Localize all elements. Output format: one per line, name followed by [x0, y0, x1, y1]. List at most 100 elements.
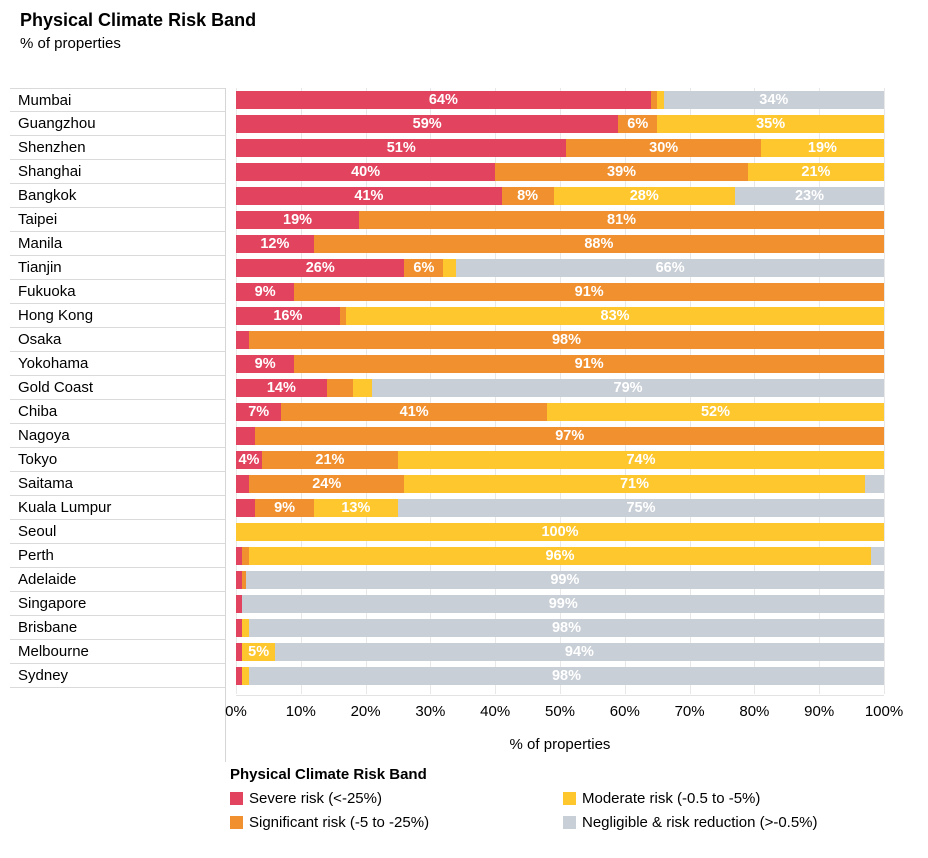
- bar-segment-negligible: 98%: [248, 619, 884, 637]
- category-label: Chiba: [10, 400, 225, 424]
- bar-segment-label: 71%: [619, 476, 650, 492]
- bar-segment-significant: 88%: [313, 235, 884, 253]
- bar-segment-negligible: 75%: [397, 499, 884, 517]
- bar-segment-label: 59%: [412, 116, 442, 132]
- bar-track: 7% 41% 52%: [236, 403, 884, 421]
- bar-track: 98%: [236, 667, 884, 685]
- bar-track: 59% 6% 35%: [236, 115, 884, 133]
- bar-track: 40% 39% 21%: [236, 163, 884, 181]
- bar-segment-label: 23%: [794, 188, 824, 204]
- bar-segment-negligible: 98%: [248, 667, 884, 685]
- bar-row: Gold Coast 14% 79%: [10, 376, 884, 400]
- bar-track: 51% 30% 19%: [236, 139, 884, 157]
- bar-row: Yokohama 9% 91%: [10, 352, 884, 376]
- bar-segment-significant: 41%: [281, 403, 548, 421]
- bar-track: 19% 81%: [236, 211, 884, 229]
- bar-segment-label: 7%: [248, 404, 270, 420]
- bar-row: Brisbane 98%: [10, 616, 884, 640]
- bar-segment-negligible: 66%: [456, 259, 884, 277]
- bar-segment-label: 81%: [607, 212, 637, 228]
- bar-segment-negligible: 99%: [242, 595, 884, 613]
- bar-segment-label: 6%: [413, 260, 435, 276]
- bar-track: 98%: [236, 619, 884, 637]
- bar-segment-label: 13%: [341, 500, 371, 516]
- category-label: Perth: [10, 544, 225, 568]
- bar-row: Tianjin 26% 6% 66%: [10, 256, 884, 280]
- bar-segment-label: 96%: [545, 548, 575, 564]
- bar-segment-label: 79%: [613, 380, 643, 396]
- bar-segment-label: 6%: [627, 116, 649, 132]
- category-label: Bangkok: [10, 184, 225, 208]
- bar-track: 4% 21% 74%: [236, 451, 884, 469]
- bar-segment-label: 41%: [354, 188, 384, 204]
- bar-segment-significant: [242, 547, 249, 565]
- bar-segment-severe: [236, 427, 256, 445]
- bar-row: Saitama 24% 71%: [10, 472, 884, 496]
- legend-title: Physical Climate Risk Band: [230, 766, 427, 783]
- bar-segment-moderate: 28%: [553, 187, 735, 205]
- category-label: Shenzhen: [10, 136, 225, 160]
- bar-segment-label: 64%: [428, 92, 458, 108]
- bar-segment-severe: [236, 547, 243, 565]
- legend-swatch-severe-icon: [230, 791, 243, 805]
- bar-segment-severe: 19%: [236, 211, 360, 229]
- bar-segment-significant: 91%: [294, 355, 884, 373]
- bar-track: 64% 34%: [236, 91, 884, 109]
- x-axis-tick-label: 100%: [864, 703, 904, 720]
- plot-bottom-line: [236, 695, 884, 696]
- bar-segment-negligible: 23%: [734, 187, 884, 205]
- bar-segment-severe: 51%: [236, 139, 567, 157]
- bar-row: Mumbai 64% 34%: [10, 88, 884, 112]
- stacked-bar-chart: Mumbai 64% 34% Guangzhou 59% 6% 35% Shenzhen 51%…: [10, 88, 884, 688]
- bar-row: Shanghai 40% 39% 21%: [10, 160, 884, 184]
- bar-segment-label: 75%: [626, 500, 656, 516]
- bar-segment-severe: [236, 595, 243, 613]
- bar-row: Shenzhen 51% 30% 19%: [10, 136, 884, 160]
- bar-segment-moderate: 52%: [547, 403, 884, 421]
- bar-segment-severe: 9%: [236, 283, 295, 301]
- bar-track: 97%: [236, 427, 884, 445]
- bar-row: Guangzhou 59% 6% 35%: [10, 112, 884, 136]
- bar-track: 98%: [236, 331, 884, 349]
- bar-segment-significant: 6%: [404, 259, 444, 277]
- bar-segment-label: 100%: [541, 524, 579, 540]
- bar-segment-severe: [236, 643, 243, 661]
- bar-segment-significant: 30%: [566, 139, 761, 157]
- bar-segment-label: 9%: [254, 356, 276, 372]
- bar-segment-moderate: 71%: [404, 475, 865, 493]
- bar-row: Osaka 98%: [10, 328, 884, 352]
- legend-item-label: Negligible & risk reduction (>-0.5%): [582, 813, 818, 831]
- bar-segment-severe: 26%: [236, 259, 405, 277]
- legend-items: Severe risk (<-25%) Moderate risk (-0.5 t…: [230, 787, 920, 833]
- category-label: Tianjin: [10, 256, 225, 280]
- bar-track: 96%: [236, 547, 884, 565]
- bar-segment-label: 30%: [649, 140, 679, 156]
- bar-row: Adelaide 99%: [10, 568, 884, 592]
- bar-track: 99%: [236, 571, 884, 589]
- page-title: Physical Climate Risk Band: [20, 10, 257, 30]
- category-label: Yokohama: [10, 352, 225, 376]
- bar-track: 14% 79%: [236, 379, 884, 397]
- bar-segment-severe: 64%: [236, 91, 651, 109]
- bar-segment-label: 8%: [517, 188, 539, 204]
- bar-segment-label: 34%: [759, 92, 789, 108]
- bar-segment-label: 14%: [266, 380, 296, 396]
- bar-segment-label: 35%: [756, 116, 786, 132]
- legend-item-severe: Severe risk (<-25%): [230, 787, 563, 809]
- category-label: Kuala Lumpur: [10, 496, 225, 520]
- bar-row: Seoul 100%: [10, 520, 884, 544]
- bar-segment-moderate: 5%: [242, 643, 275, 661]
- bar-segment-label: 24%: [312, 476, 342, 492]
- bar-segment-label: 40%: [351, 164, 381, 180]
- category-label: Melbourne: [10, 640, 225, 664]
- bar-track: 41% 8% 28% 23%: [236, 187, 884, 205]
- category-label: Adelaide: [10, 568, 225, 592]
- bar-segment-significant: 9%: [255, 499, 314, 517]
- bar-segment-moderate: 13%: [313, 499, 398, 517]
- bar-segment-severe: 14%: [236, 379, 327, 397]
- bar-row: Melbourne 5% 94%: [10, 640, 884, 664]
- bar-row: Tokyo 4% 21% 74%: [10, 448, 884, 472]
- bar-track: 16% 83%: [236, 307, 884, 325]
- bar-segment-label: 66%: [655, 260, 685, 276]
- bar-segment-label: 99%: [550, 572, 580, 588]
